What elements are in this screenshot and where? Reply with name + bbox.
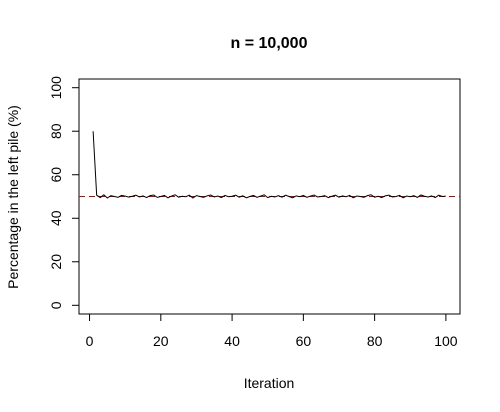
- y-tick-label: 100: [48, 76, 64, 100]
- x-axis: 0 20 40 60 80 100: [86, 313, 458, 349]
- y-tick-label: 40: [48, 210, 64, 226]
- x-tick-label: 40: [224, 333, 240, 349]
- x-tick-label: 100: [434, 333, 458, 349]
- chart-title: n = 10,000: [231, 35, 308, 52]
- y-axis-label: Percentage in the left pile (%): [5, 105, 21, 289]
- y-axis: 0 20 40 60 80 100: [48, 76, 80, 309]
- y-tick-label: 0: [48, 301, 64, 309]
- series-line: [92, 131, 446, 199]
- x-tick-label: 80: [367, 333, 383, 349]
- x-tick-label: 60: [296, 333, 312, 349]
- x-tick-label: 20: [153, 333, 169, 349]
- y-tick-label: 80: [48, 123, 64, 139]
- x-axis-label: Iteration: [244, 375, 295, 391]
- x-tick-label: 0: [86, 333, 94, 349]
- y-tick-label: 20: [48, 254, 64, 270]
- y-tick-label: 60: [48, 167, 64, 183]
